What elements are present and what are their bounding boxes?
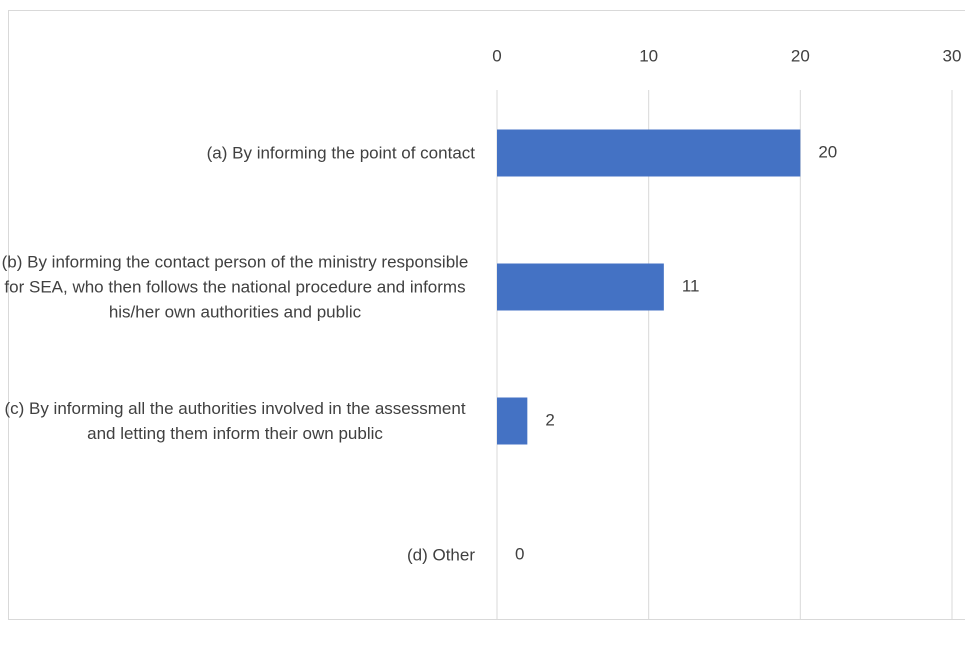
category-label-box: (a) By informing the point of contact (0, 141, 475, 166)
bar (497, 129, 801, 177)
category-label-box: (c) By informing all the authorities inv… (0, 396, 475, 446)
y-tick-label: (d) Other (406, 545, 475, 565)
data-label: 11 (682, 276, 700, 295)
y-tick-label: (a) By informing the point of contact (206, 143, 475, 163)
y-tick-label: (c) By informing all the authorities inv… (4, 399, 466, 443)
category-label-box: (b) By informing the contact person of t… (0, 250, 475, 325)
y-tick-label: (b) By informing the contact person of t… (1, 252, 469, 322)
x-tick-label: 10 (639, 46, 658, 65)
x-tick-label: 0 (492, 46, 501, 65)
category-label-box: (d) Other (0, 543, 475, 568)
x-tick-label: 30 (943, 46, 962, 65)
data-label: 20 (818, 142, 837, 161)
data-label: 0 (515, 544, 524, 563)
bar (497, 397, 528, 445)
chart-frame (8, 10, 965, 620)
data-label: 2 (545, 410, 554, 429)
x-tick-label: 20 (791, 46, 810, 65)
bar (497, 263, 664, 311)
